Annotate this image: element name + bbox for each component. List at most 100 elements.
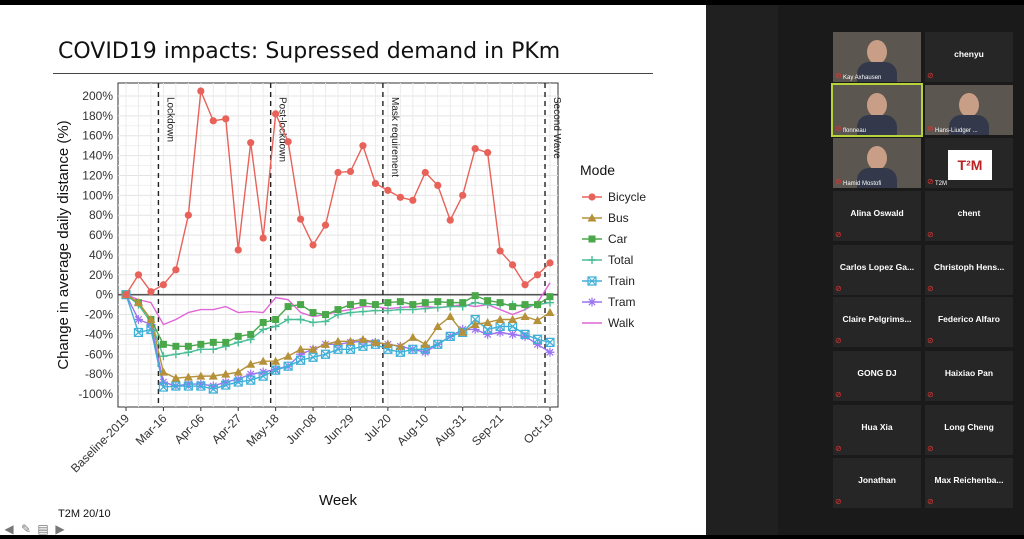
point-train: [345, 344, 356, 354]
point-bicycle: [122, 291, 130, 299]
point-bicycle: [197, 87, 205, 95]
point-bicycle: [521, 281, 529, 289]
y-tick-label: -60%: [85, 347, 113, 361]
participant-name: Hua Xia: [861, 422, 893, 432]
point-bicycle: [272, 110, 280, 118]
participant-tile[interactable]: Carlos Lopez Ga... ⊘: [833, 245, 921, 295]
participant-name: Max Reichenba...: [934, 475, 1004, 485]
participant-tile[interactable]: Christoph Hens... ⊘: [925, 245, 1013, 295]
point-car: [459, 299, 467, 307]
point-bicycle: [284, 138, 292, 146]
participant-video-body: [857, 168, 897, 188]
x-tick-label: Baseline-2019: [68, 411, 132, 475]
point-train: [445, 331, 455, 341]
point-train: [320, 349, 331, 359]
participant-tile[interactable]: Long Cheng ⊘: [925, 405, 1013, 455]
participant-video-face: [867, 40, 887, 64]
participant-name: GONG DJ: [857, 368, 897, 378]
x-tick-label: May-18: [244, 411, 282, 449]
y-axis-title: Change in average daily distance (%): [55, 120, 72, 369]
y-tick-label: 20%: [89, 268, 113, 282]
participant-tile[interactable]: Max Reichenba... ⊘: [925, 458, 1013, 508]
point-bicycle: [184, 211, 192, 219]
point-bus: [520, 312, 530, 321]
x-tick-label: Oct-19: [521, 411, 557, 447]
point-train: [333, 344, 343, 354]
muted-mic-icon: ⊘: [835, 124, 842, 133]
participant-tile[interactable]: Kay Axhausen ⊘: [833, 32, 921, 82]
participant-tile[interactable]: Alina Oswald ⊘: [833, 191, 921, 241]
point-bicycle: [234, 246, 242, 254]
point-tram: [296, 349, 306, 359]
point-car: [496, 299, 504, 307]
point-bus: [296, 344, 306, 353]
muted-mic-icon: ⊘: [927, 336, 934, 345]
point-bicycle: [421, 168, 429, 177]
muted-mic-icon: ⊘: [835, 390, 842, 399]
participant-tile[interactable]: chenyu ⊘: [925, 32, 1013, 82]
legend-marker-train: [587, 276, 597, 286]
point-car: [209, 338, 217, 346]
participant-name: flonneau: [843, 128, 867, 134]
point-bus: [545, 308, 555, 317]
y-tick-label: 160%: [82, 129, 113, 143]
point-car: [184, 342, 192, 350]
participant-tile[interactable]: Haixiao Pan ⊘: [925, 351, 1013, 401]
point-car: [521, 301, 529, 309]
point-total: [259, 325, 268, 334]
participant-tile[interactable]: T²M T2M ⊘: [925, 138, 1013, 188]
x-tick-label: Apr-27: [209, 411, 245, 447]
back-arrow-icon[interactable]: ◀: [4, 522, 14, 536]
participant-tile[interactable]: Jonathan ⊘: [833, 458, 921, 508]
point-bus: [233, 367, 243, 376]
x-tick-label: Apr-06: [172, 411, 208, 447]
point-total: [383, 306, 392, 315]
participant-tile[interactable]: Hua Xia ⊘: [833, 405, 921, 455]
point-car: [371, 301, 379, 309]
participant-tile[interactable]: Hans-Liudger ... ⊘: [925, 85, 1013, 135]
muted-mic-icon: ⊘: [835, 497, 842, 506]
point-car: [396, 298, 404, 306]
point-tram: [221, 377, 231, 387]
point-car: [484, 297, 492, 305]
point-tram: [233, 374, 243, 384]
muted-mic-icon: ⊘: [927, 177, 934, 186]
y-tick-label: 180%: [82, 109, 113, 123]
point-car: [172, 342, 180, 350]
participant-tile[interactable]: GONG DJ ⊘: [833, 351, 921, 401]
point-bus: [483, 317, 493, 326]
point-car: [534, 301, 542, 309]
point-bus: [258, 356, 268, 365]
point-tram: [246, 369, 256, 379]
participant-tile[interactable]: Hamid Mostofi ⊘: [833, 138, 921, 188]
x-tick-label: Jun-29: [321, 411, 357, 447]
point-total: [396, 305, 405, 314]
point-bus: [183, 372, 193, 381]
point-tram: [271, 364, 281, 374]
legend-marker-bus: [587, 213, 597, 222]
participant-tile[interactable]: chent ⊘: [925, 191, 1013, 241]
x-tick-label: Aug-31: [432, 411, 469, 448]
participant-tile[interactable]: Federico Alfaro ⊘: [925, 297, 1013, 347]
participant-name: Christoph Hens...: [933, 262, 1005, 272]
participant-tile[interactable]: flonneau ⊘: [831, 83, 923, 137]
participant-video-body: [857, 62, 897, 82]
point-bus: [283, 351, 293, 360]
point-car: [247, 330, 255, 338]
slides-menu-icon[interactable]: ▤: [37, 522, 49, 536]
point-tram: [508, 329, 518, 339]
point-bicycle: [309, 241, 317, 249]
point-tram: [470, 324, 480, 334]
point-tram: [420, 347, 430, 357]
legend-title: Mode: [580, 162, 615, 178]
y-tick-label: -80%: [85, 367, 113, 381]
point-bicycle: [172, 266, 180, 274]
x-tick-label: Jun-08: [283, 411, 319, 447]
participant-tile[interactable]: Claire Pelgrims... ⊘: [833, 297, 921, 347]
point-car: [197, 340, 205, 348]
forward-arrow-icon[interactable]: ▶: [55, 522, 65, 536]
point-tram: [483, 329, 493, 339]
pen-icon[interactable]: ✎: [20, 522, 32, 536]
participant-name: Long Cheng: [944, 422, 994, 432]
point-bicycle: [471, 145, 479, 153]
